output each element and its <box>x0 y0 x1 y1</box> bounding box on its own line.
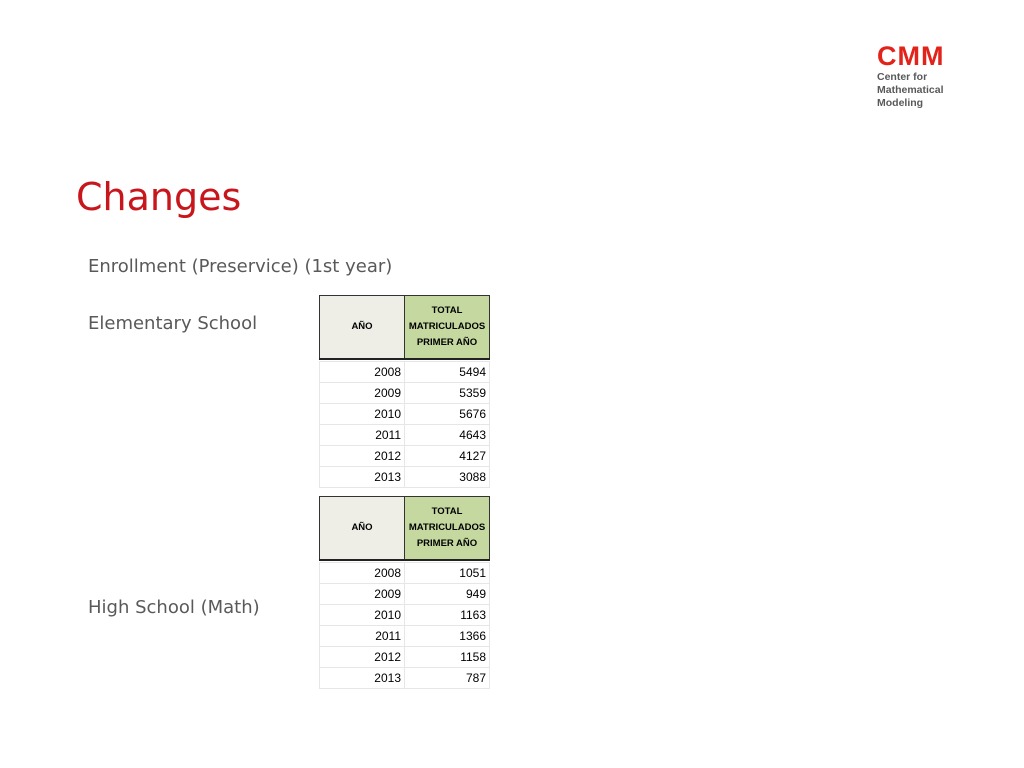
logo-subtitle: Center for Mathematical Modeling <box>877 71 944 110</box>
year-cell: 2009 <box>319 583 405 605</box>
total-cell: 3088 <box>404 466 490 488</box>
year-cell: 2009 <box>319 382 405 404</box>
year-cell: 2013 <box>319 667 405 689</box>
total-cell: 1366 <box>404 625 490 647</box>
year-cell: 2010 <box>319 403 405 425</box>
table-row: 2008 1051 <box>319 562 490 584</box>
table-row: 2013 3088 <box>319 466 490 488</box>
header-total-line: MATRICULADOS <box>408 522 486 533</box>
total-cell: 5676 <box>404 403 490 425</box>
header-total-line: TOTAL <box>431 506 463 517</box>
table-row: 2013 787 <box>319 667 490 689</box>
header-total: TOTAL MATRICULADOS PRIMER AÑO <box>404 496 490 561</box>
header-total-line: PRIMER AÑO <box>416 337 478 348</box>
total-cell: 5359 <box>404 382 490 404</box>
high-school-enrollment-table: AÑO TOTAL MATRICULADOS PRIMER AÑO 2008 1… <box>319 496 490 689</box>
year-cell: 2008 <box>319 562 405 584</box>
year-cell: 2012 <box>319 646 405 668</box>
table-row: 2012 1158 <box>319 646 490 668</box>
table-row: 2009 5359 <box>319 382 490 404</box>
total-cell: 1051 <box>404 562 490 584</box>
year-cell: 2010 <box>319 604 405 626</box>
total-cell: 5494 <box>404 361 490 383</box>
total-cell: 949 <box>404 583 490 605</box>
enrollment-label: Enrollment (Preservice) (1st year) <box>88 256 393 277</box>
year-cell: 2008 <box>319 361 405 383</box>
header-total-line: PRIMER AÑO <box>416 538 478 549</box>
year-cell: 2012 <box>319 445 405 467</box>
total-cell: 4127 <box>404 445 490 467</box>
logo-line: Mathematical <box>877 84 944 96</box>
high-school-label: High School (Math) <box>88 597 260 618</box>
logo-mark: CMM <box>877 41 945 71</box>
header-total: TOTAL MATRICULADOS PRIMER AÑO <box>404 295 490 360</box>
total-cell: 787 <box>404 667 490 689</box>
header-year: AÑO <box>319 295 405 360</box>
year-cell: 2011 <box>319 424 405 446</box>
table-row: 2011 4643 <box>319 424 490 446</box>
table-row: 2010 5676 <box>319 403 490 425</box>
header-total-line: MATRICULADOS <box>408 321 486 332</box>
table-row: 2008 5494 <box>319 361 490 383</box>
slide-title: Changes <box>76 175 242 219</box>
header-year: AÑO <box>319 496 405 561</box>
logo-line: Modeling <box>877 97 924 109</box>
elementary-school-label: Elementary School <box>88 313 258 334</box>
total-cell: 1158 <box>404 646 490 668</box>
cmm-logo: CMM Center for Mathematical Modeling <box>877 42 944 110</box>
table-row: 2009 949 <box>319 583 490 605</box>
total-cell: 1163 <box>404 604 490 626</box>
table-row: 2012 4127 <box>319 445 490 467</box>
total-cell: 4643 <box>404 424 490 446</box>
year-cell: 2013 <box>319 466 405 488</box>
table-row: 2010 1163 <box>319 604 490 626</box>
year-cell: 2011 <box>319 625 405 647</box>
logo-line: Center for <box>877 71 928 83</box>
header-total-line: TOTAL <box>431 305 463 316</box>
elementary-enrollment-table: AÑO TOTAL MATRICULADOS PRIMER AÑO 2008 5… <box>319 295 490 488</box>
table-row: 2011 1366 <box>319 625 490 647</box>
